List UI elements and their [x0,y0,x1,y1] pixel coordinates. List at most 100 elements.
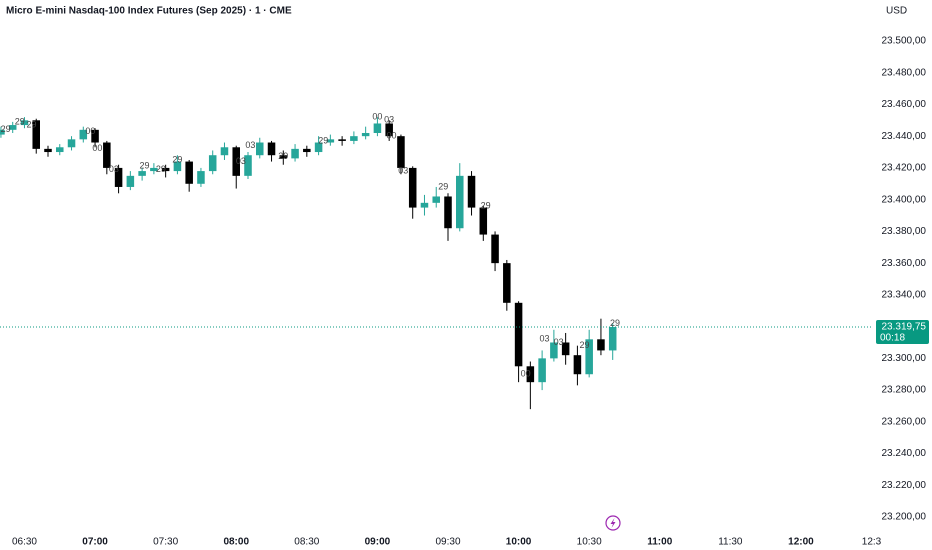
y-tick-label: 23.260,00 [882,416,927,427]
candle-body [432,196,440,203]
annotation: 03 [384,115,394,125]
candle [444,193,452,241]
alert-icon[interactable] [605,515,621,531]
annotation: 00 [521,369,531,379]
x-tick-label: 08:00 [223,537,249,548]
candle [244,152,252,180]
candle-body [20,120,29,126]
candle-body [397,136,405,168]
y-tick-label: 23.460,00 [882,99,927,110]
candle-body [385,123,393,137]
annotation: 29 [481,200,491,210]
annotation: 29 [610,318,620,328]
candle [91,128,99,148]
candle [467,171,476,216]
candle-body [150,167,158,172]
x-tick-label: 10:00 [506,537,532,548]
candle-body [326,139,335,143]
candle-body [550,342,558,359]
candle [561,332,570,365]
x-tick-label: 06:30 [12,537,37,548]
candle-body [526,366,535,383]
candle-body [538,358,546,383]
candle-body [585,339,593,375]
candle-body [408,167,417,208]
candle [291,144,299,162]
candle [585,329,593,378]
candle-body [444,196,452,229]
candle [303,145,311,157]
candle-body [361,132,370,137]
annotation: 03 [245,140,255,150]
candle-body [91,129,99,143]
y-tick-label: 23.200,00 [882,512,927,523]
candle-body [44,148,52,153]
annotation: 03 [539,334,549,344]
candle [514,301,523,383]
candle-body [0,129,5,135]
x-tick-label: 07:30 [153,537,178,548]
candle-body [503,263,511,303]
annotation: 29 [318,135,328,145]
alert-bolt[interactable] [610,518,616,528]
candle [8,121,17,133]
annotation: 29 [27,119,37,129]
y-tick-label: 23.300,00 [882,353,927,364]
candle-body [373,123,382,133]
candle [56,144,64,156]
annotation: 03 [109,164,119,174]
candle [279,150,288,165]
annotation: 29 [278,151,288,161]
candle [385,120,393,141]
candle-body [103,142,111,168]
candle [44,145,52,157]
candle-body [79,129,88,140]
annotation: 00 [92,143,102,153]
candle [491,231,499,272]
candle-body [597,339,605,351]
y-tick-label: 23.440,00 [882,131,927,142]
candle-body [208,155,217,172]
annotation: 29 [1,124,11,134]
candle [185,159,193,192]
candle [173,155,182,175]
x-tick-label: 09:00 [365,537,391,548]
candle [503,259,511,311]
y-tick-label: 23.220,00 [882,480,927,491]
last-price-label: 23.319,75 [882,322,927,333]
x-tick-label: 07:00 [82,537,108,548]
candle-body [279,155,288,159]
candle-body [456,175,464,229]
candle [150,163,158,175]
candle-body [467,175,476,208]
x-tick-label: 09:30 [435,537,460,548]
candle-body [338,139,346,141]
candle [67,136,76,151]
annotation: 29 [15,116,25,126]
y-tick-label: 23.360,00 [882,258,927,269]
candle-body [114,167,123,187]
candle [138,167,146,181]
y-tick-label: 23.340,00 [882,290,927,301]
annotation: 29 [156,164,166,174]
candle-body [126,175,135,187]
candle [373,117,382,137]
candle-body [67,139,76,148]
candle [232,145,240,189]
candle [479,206,488,241]
annotation: 29 [438,181,448,191]
candle [397,134,405,175]
x-tick-label: 11:30 [718,537,743,548]
candle-body [420,202,429,208]
chart-title: Micro E-mini Nasdaq-100 Index Futures (S… [6,6,292,17]
last-price-tag [876,320,929,345]
candle [420,194,429,216]
candle-body [197,171,205,184]
x-tick-label: 08:30 [294,537,319,548]
candle-body [256,142,264,156]
candle [350,131,358,145]
annotation: 29 [579,340,589,350]
candle [597,318,605,356]
candle-body [138,171,146,176]
